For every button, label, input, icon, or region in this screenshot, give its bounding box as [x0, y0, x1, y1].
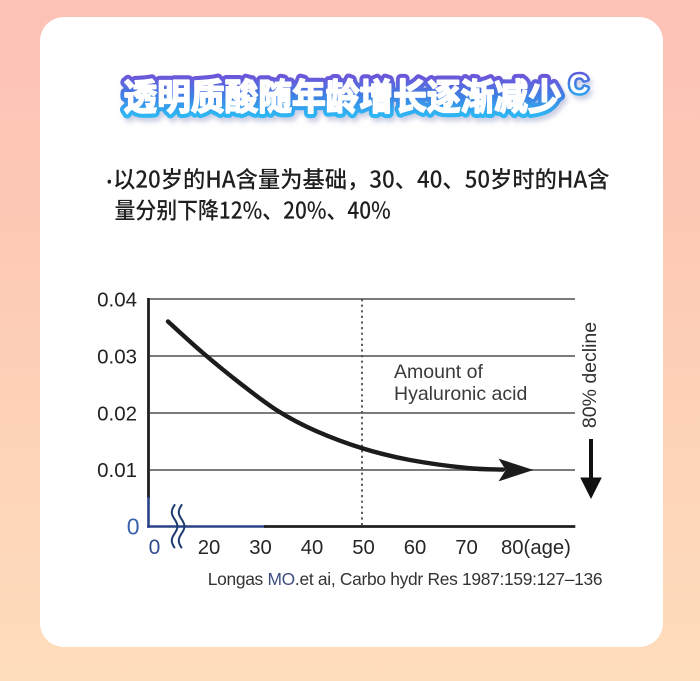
svg-text:0: 0: [127, 514, 140, 540]
svg-text:0: 0: [149, 536, 161, 559]
svg-text:80(age): 80(age): [501, 537, 571, 559]
svg-text:0.01: 0.01: [97, 459, 137, 482]
svg-text:20: 20: [198, 537, 221, 559]
svg-text:Amount of: Amount of: [394, 361, 483, 383]
svg-text:Hyaluronic acid: Hyaluronic acid: [394, 383, 527, 405]
svg-text:C: C: [569, 69, 589, 99]
svg-text:0.02: 0.02: [97, 403, 137, 426]
svg-text:60: 60: [404, 537, 427, 559]
svg-text:0.04: 0.04: [97, 289, 137, 312]
svg-text:Longas MO.et ai, Carbo hydr Re: Longas MO.et ai, Carbo hydr Res 1987:159…: [208, 569, 603, 589]
svg-text:40: 40: [301, 537, 324, 559]
svg-text:0.03: 0.03: [97, 346, 137, 369]
svg-text:30: 30: [249, 537, 272, 559]
svg-text:70: 70: [455, 537, 478, 559]
svg-text:80% decline: 80% decline: [579, 322, 601, 428]
svg-text:50: 50: [352, 537, 375, 559]
